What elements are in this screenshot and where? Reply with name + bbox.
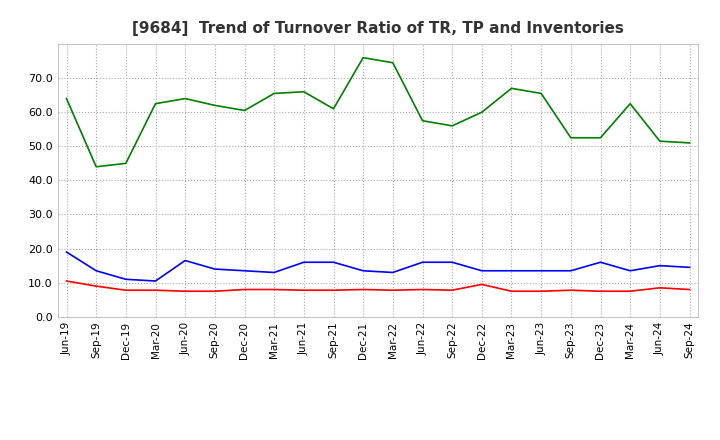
Line: Inventories: Inventories [66, 58, 690, 167]
Trade Receivables [655, 285, 664, 290]
Trade Payables [240, 268, 249, 273]
Inventories [418, 118, 427, 123]
Trade Receivables [418, 287, 427, 292]
Inventories [448, 123, 456, 128]
Trade Receivables [92, 283, 101, 289]
Trade Receivables [151, 288, 160, 293]
Inventories [507, 86, 516, 91]
Trade Payables [626, 268, 634, 273]
Inventories [270, 91, 279, 96]
Trade Payables [477, 268, 486, 273]
Inventories [477, 110, 486, 115]
Trade Receivables [507, 289, 516, 294]
Title: [9684]  Trend of Turnover Ratio of TR, TP and Inventories: [9684] Trend of Turnover Ratio of TR, TP… [132, 21, 624, 36]
Trade Payables [655, 263, 664, 268]
Trade Payables [685, 265, 694, 270]
Trade Payables [300, 260, 308, 265]
Trade Payables [448, 260, 456, 265]
Trade Receivables [448, 288, 456, 293]
Trade Payables [270, 270, 279, 275]
Trade Receivables [537, 289, 546, 294]
Inventories [62, 96, 71, 101]
Inventories [122, 161, 130, 166]
Trade Payables [507, 268, 516, 273]
Trade Payables [567, 268, 575, 273]
Trade Receivables [596, 289, 605, 294]
Trade Payables [359, 268, 367, 273]
Trade Receivables [300, 288, 308, 293]
Trade Payables [537, 268, 546, 273]
Inventories [626, 101, 634, 106]
Inventories [300, 89, 308, 94]
Trade Payables [389, 270, 397, 275]
Trade Receivables [210, 289, 219, 294]
Inventories [596, 135, 605, 140]
Trade Receivables [181, 289, 189, 294]
Inventories [685, 140, 694, 146]
Trade Payables [62, 249, 71, 255]
Trade Receivables [389, 288, 397, 293]
Trade Payables [596, 260, 605, 265]
Trade Payables [151, 279, 160, 284]
Inventories [359, 55, 367, 60]
Trade Receivables [122, 288, 130, 293]
Inventories [567, 135, 575, 140]
Trade Receivables [359, 287, 367, 292]
Trade Receivables [329, 288, 338, 293]
Trade Receivables [685, 287, 694, 292]
Inventories [181, 96, 189, 101]
Trade Receivables [62, 279, 71, 284]
Inventories [210, 103, 219, 108]
Trade Payables [418, 260, 427, 265]
Inventories [537, 91, 546, 96]
Trade Receivables [240, 287, 249, 292]
Inventories [240, 108, 249, 113]
Trade Receivables [270, 287, 279, 292]
Trade Receivables [567, 288, 575, 293]
Inventories [389, 60, 397, 66]
Inventories [329, 106, 338, 111]
Inventories [151, 101, 160, 106]
Inventories [92, 164, 101, 169]
Trade Payables [122, 277, 130, 282]
Inventories [655, 139, 664, 144]
Trade Receivables [626, 289, 634, 294]
Trade Payables [181, 258, 189, 263]
Trade Payables [210, 266, 219, 271]
Legend: Trade Receivables, Trade Payables, Inventories: Trade Receivables, Trade Payables, Inven… [153, 438, 603, 440]
Trade Receivables [477, 282, 486, 287]
Trade Payables [92, 268, 101, 273]
Line: Trade Payables: Trade Payables [66, 252, 690, 281]
Trade Payables [329, 260, 338, 265]
Line: Trade Receivables: Trade Receivables [66, 281, 690, 291]
